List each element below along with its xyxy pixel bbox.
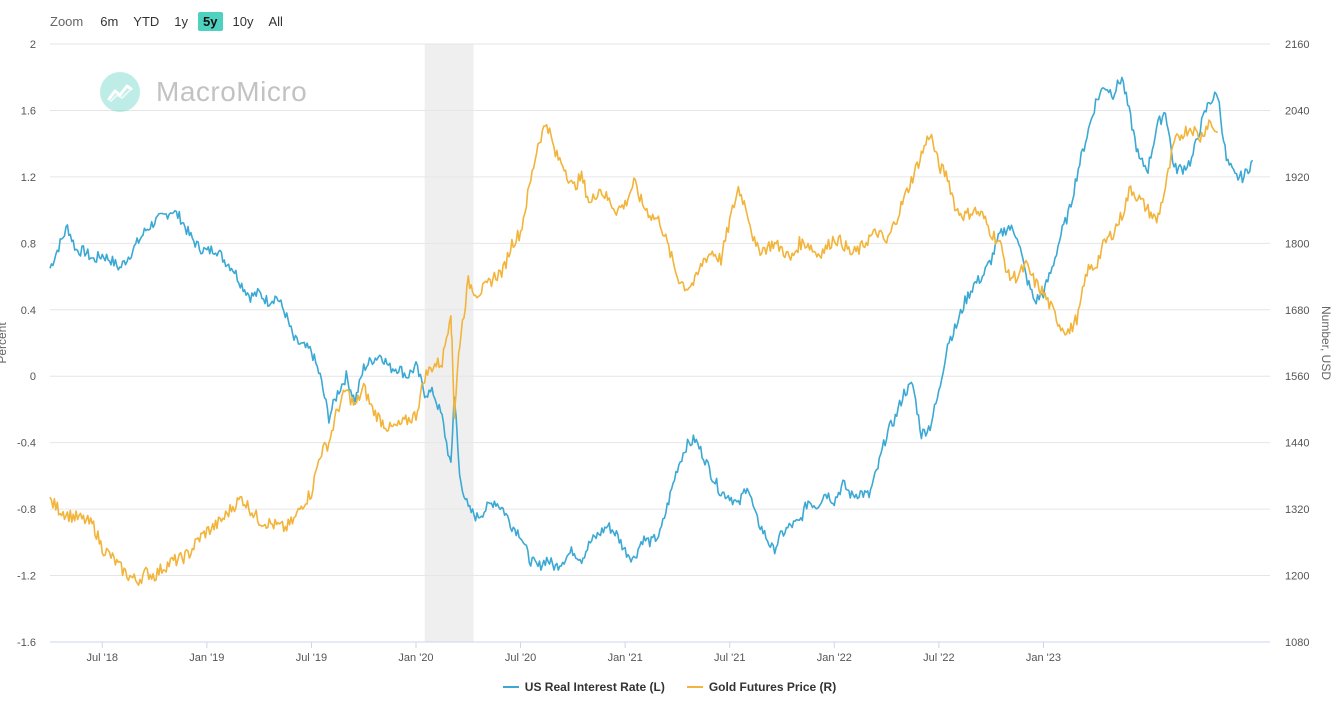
left-tick-label: 0: [30, 371, 36, 383]
legend-label-gold: Gold Futures Price (R): [708, 680, 837, 694]
left-tick-label: 2: [30, 39, 36, 51]
right-tick-label: 1200: [1285, 571, 1309, 583]
zoom-label: Zoom: [50, 13, 84, 29]
x-tick-label: Jan '20: [398, 652, 433, 664]
right-tick-label: 1560: [1285, 371, 1309, 383]
line-chart: 2 1.6 1.2 0.8 0.4 0 -0.4 -0.8 -1.2 -1.6 2160 2040 19…: [0, 39, 1333, 664]
x-tick-label: Jan '21: [608, 652, 643, 664]
right-tick-label: 1920: [1285, 172, 1309, 184]
macromicro-logo-icon: [100, 72, 140, 112]
right-tick-label: 2160: [1285, 39, 1309, 51]
right-axis-title: Number, USD: [1319, 306, 1333, 380]
zoom-6m-button[interactable]: 6m: [100, 13, 119, 29]
left-tick-label: -0.4: [17, 438, 36, 450]
x-tick-label: Jul '19: [296, 652, 327, 664]
legend-swatch-gold: [686, 686, 703, 688]
right-tick-label: 1800: [1285, 238, 1309, 250]
zoom-10y-button[interactable]: 10y: [232, 13, 254, 29]
legend-swatch-rate: [502, 686, 519, 688]
right-tick-label: 2040: [1285, 105, 1309, 117]
axis-labels: 2 1.6 1.2 0.8 0.4 0 -0.4 -0.8 -1.2 -1.6 2160 2040 19…: [0, 39, 1333, 664]
x-tick-label: Jan '22: [817, 652, 852, 664]
series-line-real-rate: [49, 76, 1254, 571]
right-tick-label: 1680: [1285, 305, 1309, 317]
watermark-brand: MacroMicro: [156, 76, 308, 107]
x-tick-label: Jul '21: [714, 652, 745, 664]
x-tick-label: Jul '22: [923, 652, 954, 664]
left-tick-label: -1.2: [17, 571, 36, 583]
left-tick-label: 1.6: [21, 105, 36, 117]
recession-band-layer: [424, 44, 474, 642]
recession-band: [424, 44, 474, 642]
zoom-1y-button[interactable]: 1y: [174, 13, 189, 29]
x-tick-label: Jan '23: [1026, 652, 1061, 664]
right-tick-label: 1440: [1285, 438, 1309, 450]
legend-item-gold[interactable]: Gold Futures Price (R): [686, 680, 837, 694]
x-tick-label: Jan '19: [189, 652, 224, 664]
x-tick-label: Jul '20: [505, 652, 536, 664]
legend: US Real Interest Rate (L) Gold Futures P…: [0, 680, 1339, 694]
zoom-selector: Zoom 6m YTD 1y 5y 10y All: [50, 10, 293, 32]
legend-item-rate[interactable]: US Real Interest Rate (L): [502, 680, 665, 694]
zoom-5y-button[interactable]: 5y: [198, 11, 223, 31]
watermark: MacroMicro: [100, 72, 307, 112]
zoom-all-button[interactable]: All: [268, 13, 283, 29]
left-tick-label: 0.8: [21, 238, 36, 250]
left-tick-label: -0.8: [17, 504, 36, 516]
legend-label-rate: US Real Interest Rate (L): [524, 680, 665, 694]
right-tick-label: 1320: [1285, 504, 1309, 516]
series-layer: [49, 76, 1254, 587]
x-tick-label: Jul '18: [87, 652, 118, 664]
zoom-ytd-button[interactable]: YTD: [133, 13, 160, 29]
left-tick-label: 1.2: [21, 172, 36, 184]
right-tick-label: 1080: [1285, 637, 1309, 649]
left-tick-label: -1.6: [17, 637, 36, 649]
left-tick-label: 0.4: [21, 305, 36, 317]
series-line-gold-price: [49, 119, 1219, 587]
left-axis-title: Percent: [0, 322, 9, 364]
